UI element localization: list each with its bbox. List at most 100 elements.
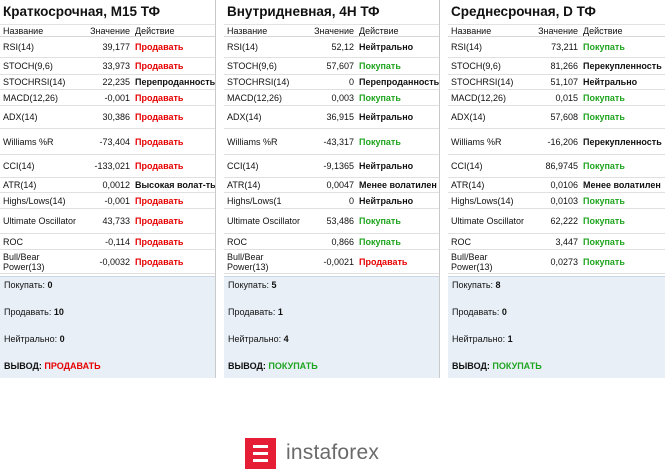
table-row: RSI(14) 73,211 Покупать	[448, 37, 665, 58]
summary-neutral: Нейтрально: 4	[228, 334, 289, 344]
indicator-action: Продавать	[359, 256, 408, 267]
logo-text: instaforex	[286, 441, 380, 464]
indicator-action: Продавать	[135, 216, 184, 226]
table-row: Highs/Lows(14) 0,0103 Покупать	[448, 193, 665, 209]
summary-conclusion: ВЫВОД: ПОКУПАТЬ	[228, 361, 318, 371]
table-row: ADX(14) 57,608 Покупать	[448, 106, 665, 129]
header-action: Действие	[135, 26, 175, 36]
summary-buy-count: 8	[495, 280, 501, 290]
table-row: STOCH(9,6) 33,973 Продавать	[0, 58, 215, 75]
indicator-name: STOCHRSI(14)	[451, 77, 514, 87]
summary-sell-count: 10	[53, 307, 64, 317]
indicator-action: Нейтрально	[359, 161, 414, 171]
summary-buy-count: 5	[271, 280, 277, 290]
indicator-action: Покупать	[359, 136, 401, 147]
indicator-name: MACD(12,26)	[227, 92, 283, 103]
indicator-action: Покупать	[583, 236, 625, 247]
indicator-name: Highs/Lows(1	[227, 195, 282, 206]
indicator-name: ADX(14)	[227, 112, 262, 122]
conclusion-value: ПРОДАВАТЬ	[44, 361, 101, 371]
panel-title: Среднесрочная, D ТФ	[451, 4, 596, 19]
indicator-panels: Краткосрочная, М15 ТФ Название Значение Дей…	[0, 0, 665, 378]
indicator-value: -133,021	[94, 161, 130, 171]
indicator-action: Продавать	[135, 42, 184, 52]
indicator-name: CCI(14)	[227, 161, 259, 171]
indicator-name: STOCH(9,6)	[3, 61, 53, 71]
indicator-name: STOCH(9,6)	[227, 61, 277, 71]
indicator-value: 43,733	[102, 216, 130, 226]
indicator-value: -0,001	[104, 92, 130, 103]
indicator-value: 22,235	[102, 77, 130, 87]
indicator-name: MACD(12,26)	[451, 92, 507, 103]
indicator-name: Ultimate Oscillator	[451, 216, 525, 226]
indicator-value: 33,973	[102, 61, 130, 71]
indicator-action: Покупать	[583, 256, 625, 267]
summary-neutral-label: Нейтрально:	[228, 334, 282, 344]
indicator-value: 36,915	[326, 112, 354, 122]
table-header: Название Значение Действие	[448, 24, 665, 37]
table-row: STOCH(9,6) 81,266 Перекупленность	[448, 58, 665, 75]
indicator-action: Покупать	[583, 112, 625, 122]
indicator-name: Bull/Bear Power(13)	[3, 251, 45, 272]
indicator-action: Менее волатилен	[583, 180, 661, 190]
table-row: ROC -0,114 Продавать	[0, 234, 215, 250]
indicator-action: Высокая волат-ть	[135, 180, 215, 190]
indicator-action: Нейтрально	[359, 42, 414, 52]
indicator-name: ATR(14)	[227, 180, 261, 190]
table-row: Bull/Bear Power(13) 0,0273 Покупать	[448, 250, 665, 274]
header-value: Значение	[314, 26, 354, 36]
indicator-value: -9,1365	[323, 161, 354, 171]
indicator-value: 62,222	[550, 216, 578, 226]
panel-title: Внутридневная, 4Н ТФ	[227, 4, 380, 19]
summary-buy: Покупать: 5	[228, 280, 277, 290]
summary-conclusion: ВЫВОД: ПОКУПАТЬ	[452, 361, 542, 371]
header-name: Название	[451, 26, 492, 36]
table-row: ATR(14) 0,0047 Менее волатилен	[224, 178, 439, 193]
indicator-value: 0,015	[555, 92, 578, 103]
indicator-action: Продавать	[135, 92, 184, 103]
indicator-name: ATR(14)	[451, 180, 485, 190]
panel-title: Краткосрочная, М15 ТФ	[3, 4, 161, 19]
indicator-value: -0,114	[105, 236, 130, 247]
instaforex-logo: instaforex	[245, 437, 379, 469]
table-row: STOCHRSI(14) 22,235 Перепроданность	[0, 75, 215, 90]
indicator-name: STOCHRSI(14)	[3, 77, 66, 87]
indicator-name: ROC	[451, 236, 471, 247]
summary-box: Покупать: 0 Продавать: 10 Нейтрально: 0 ВЫВ…	[0, 276, 215, 378]
indicator-action: Покупать	[583, 42, 625, 52]
indicator-name: Bull/Bear Power(13)	[227, 251, 269, 272]
indicator-name: Highs/Lows(14)	[3, 195, 66, 206]
indicator-name: ROC	[227, 236, 247, 247]
table-row: ADX(14) 30,386 Продавать	[0, 106, 215, 129]
summary-box: Покупать: 5 Продавать: 1 Нейтрально: 4 ВЫВО…	[224, 276, 439, 378]
summary-neutral-label: Нейтрально:	[4, 334, 58, 344]
indicator-action: Покупать	[359, 236, 401, 247]
summary-neutral-count: 0	[59, 334, 65, 344]
summary-buy-label: Покупать:	[228, 280, 270, 290]
indicator-value: 0,0103	[550, 195, 578, 206]
indicator-name: ROC	[3, 236, 23, 247]
table-row: RSI(14) 52,12 Нейтрально	[224, 37, 439, 58]
panel-short-term: Краткосрочная, М15 ТФ Название Значение Дей…	[0, 0, 216, 378]
indicator-value: 86,9745	[545, 161, 578, 171]
indicator-name: Williams %R	[3, 136, 54, 147]
table-row: ROC 0,866 Покупать	[224, 234, 439, 250]
summary-sell-label: Продавать:	[228, 307, 276, 317]
indicator-action: Продавать	[135, 136, 184, 147]
table-row: Williams %R -43,317 Покупать	[224, 129, 439, 155]
indicator-name: Ultimate Oscillator	[3, 216, 77, 226]
indicator-action: Продавать	[135, 112, 184, 122]
conclusion-value: ПОКУПАТЬ	[492, 361, 542, 371]
indicator-value: 81,266	[550, 61, 578, 71]
indicator-value: 0,0273	[550, 256, 578, 267]
indicator-name: CCI(14)	[451, 161, 483, 171]
table-row: ATR(14) 0,0106 Менее волатилен	[448, 178, 665, 193]
panel-medium-term: Среднесрочная, D ТФ Название Значение Дейст…	[448, 0, 665, 378]
indicator-value: 0	[348, 77, 354, 87]
table-row: Ultimate Oscillator 62,222 Покупать	[448, 209, 665, 234]
summary-sell-label: Продавать:	[452, 307, 500, 317]
conclusion-label: ВЫВОД:	[228, 361, 266, 371]
table-row: CCI(14) -9,1365 Нейтрально	[224, 155, 439, 178]
indicator-name: Williams %R	[451, 136, 502, 147]
indicator-action: Менее волатилен	[359, 180, 437, 190]
